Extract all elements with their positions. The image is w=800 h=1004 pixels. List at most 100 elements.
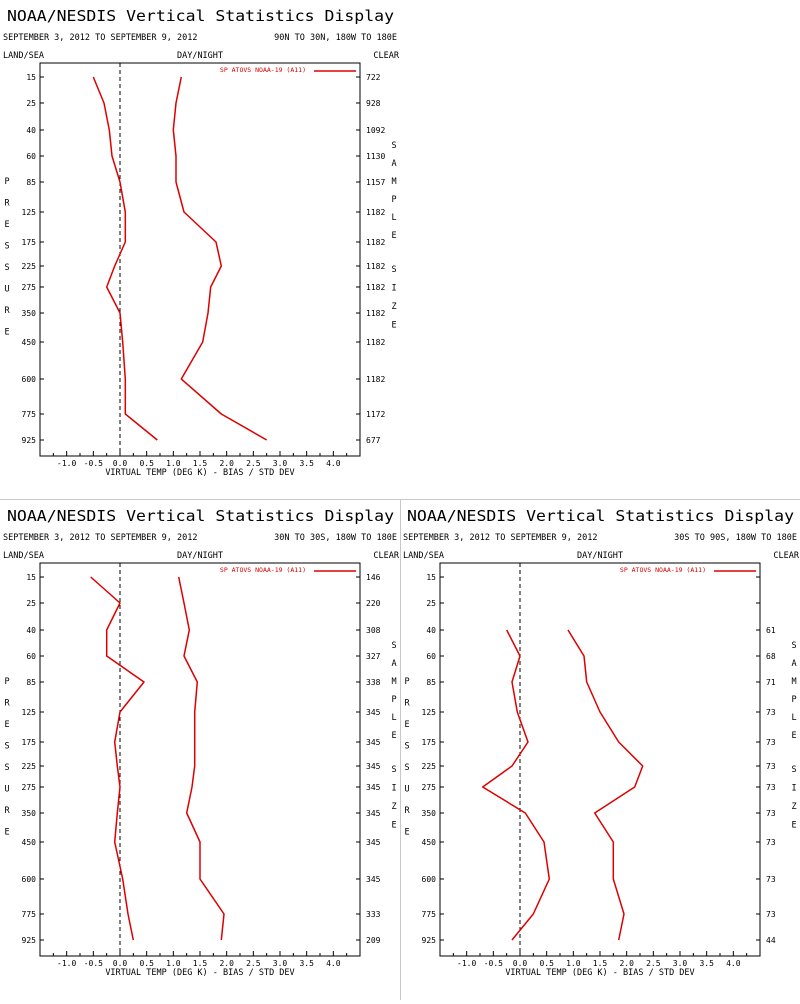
sample-axis-title-letter: L [391,713,396,723]
sample-axis-title-letter: A [391,159,396,169]
pressure-axis-title-letter: P [404,677,409,687]
x-tick-label: 2.0 [219,459,234,468]
sample-size-label: 1182 [366,283,385,292]
date-range: SEPTEMBER 3, 2012 TO SEPTEMBER 9, 2012 [3,33,197,43]
sample-size-label: 1092 [366,126,385,135]
sample-size-label: 345 [366,875,381,884]
pressure-axis-title-letter: R [4,806,10,816]
day-night-label: DAY/NIGHT [177,51,223,61]
pressure-level-label: 25 [426,599,436,608]
sample-size-label: 73 [766,910,776,919]
pressure-axis-title-letter: S [4,742,9,752]
pressure-level-label: 600 [422,875,437,884]
size-axis-title-letter: E [391,821,396,831]
sample-size-label: 327 [366,652,381,661]
pressure-axis-title-letter: R [4,699,10,709]
bias-line [92,76,158,441]
region-label: 90N TO 30N, 180W TO 180E [274,33,397,43]
x-tick-label: -0.5 [84,959,103,968]
pressure-level-label: 15 [26,73,36,82]
pressure-level-label: 15 [426,573,436,582]
pressure-axis-title-letter: E [4,220,9,230]
pressure-axis-title-letter: R [4,199,10,209]
pressure-axis-title-letter: S [404,742,409,752]
pressure-level-label: 25 [26,599,36,608]
x-tick-label: 1.0 [566,959,581,968]
pressure-axis-title-letter: U [4,285,9,295]
x-tick-label: 1.0 [166,959,181,968]
sample-size-label: 73 [766,875,776,884]
size-axis-title-letter: E [391,321,396,331]
x-tick-label: 4.0 [326,959,341,968]
pressure-level-label: 275 [22,283,37,292]
x-tick-label: 3.0 [273,959,288,968]
panel-title: NOAA/NESDIS Vertical Statistics Display [7,7,394,25]
pressure-level-label: 925 [22,936,37,945]
clear-label: CLEAR [373,551,399,561]
sample-size-label: 1157 [366,178,385,187]
x-tick-label: 1.5 [593,959,608,968]
sample-axis-title-letter: S [391,141,396,151]
size-axis-title-letter: Z [391,802,396,812]
pressure-axis-title-letter: R [404,699,410,709]
x-tick-label: 2.0 [219,959,234,968]
sample-size-label: 1182 [366,375,385,384]
sample-size-label: 345 [366,838,381,847]
sample-axis-title-letter: M [391,177,396,187]
sample-size-label: 71 [766,678,776,687]
x-axis-title: VIRTUAL TEMP (DEG K) - BIAS / STD DEV [505,968,694,978]
sample-size-label: 345 [366,783,381,792]
sample-size-label: 1172 [366,410,385,419]
x-tick-label: 3.0 [273,459,288,468]
pressure-level-label: 350 [22,309,37,318]
sample-size-label: 345 [366,809,381,818]
sample-axis-title-letter: L [391,213,396,223]
x-tick-label: -1.0 [57,959,76,968]
sample-size-label: 44 [766,936,776,945]
x-tick-label: -1.0 [457,959,476,968]
size-axis-title-letter: E [791,821,796,831]
pressure-axis-title-letter: P [4,177,9,187]
x-tick-label: 0.0 [513,959,528,968]
size-axis-title-letter: S [391,765,396,775]
pressure-level-label: 175 [22,738,37,747]
sample-size-label: 1182 [366,208,385,217]
x-tick-label: 3.5 [699,959,714,968]
sample-axis-title-letter: A [791,659,796,669]
x-tick-label: 0.0 [113,959,128,968]
date-range: SEPTEMBER 3, 2012 TO SEPTEMBER 9, 2012 [403,533,597,543]
pressure-level-label: 925 [422,936,437,945]
x-tick-label: 1.5 [193,459,208,468]
sample-size-label: 209 [366,936,381,945]
sample-size-label: 1182 [366,309,385,318]
x-tick-label: 3.0 [673,959,688,968]
size-axis-title-letter: S [791,765,796,775]
pressure-axis-title-letter: E [404,828,409,838]
pressure-axis-title-letter: R [404,806,410,816]
x-tick-label: 2.5 [646,959,661,968]
legend-label: SP ATOVS NOAA-19 (A11) [620,566,706,574]
sample-size-label: 1130 [366,152,385,161]
pressure-level-label: 600 [22,375,37,384]
sample-size-label: 345 [366,708,381,717]
plot-frame [39,62,361,457]
sample-size-label: 722 [366,73,381,82]
x-tick-label: 0.5 [139,959,154,968]
x-tick-label: 2.5 [246,459,261,468]
pressure-axis-title-letter: E [404,720,409,730]
pressure-level-label: 450 [22,838,37,847]
panel-title: NOAA/NESDIS Vertical Statistics Display [407,507,794,525]
day-night-label: DAY/NIGHT [177,551,223,561]
x-tick-label: 4.0 [326,459,341,468]
panel-divider-vertical [400,499,401,1000]
sample-size-label: 73 [766,838,776,847]
size-axis-title-letter: Z [391,302,396,312]
legend-label: SP ATOVS NOAA-19 (A11) [220,566,306,574]
sample-size-label: 73 [766,738,776,747]
sample-size-label: 73 [766,783,776,792]
day-night-label: DAY/NIGHT [577,551,623,561]
x-tick-label: 3.5 [299,459,314,468]
x-tick-label: -1.0 [57,459,76,468]
